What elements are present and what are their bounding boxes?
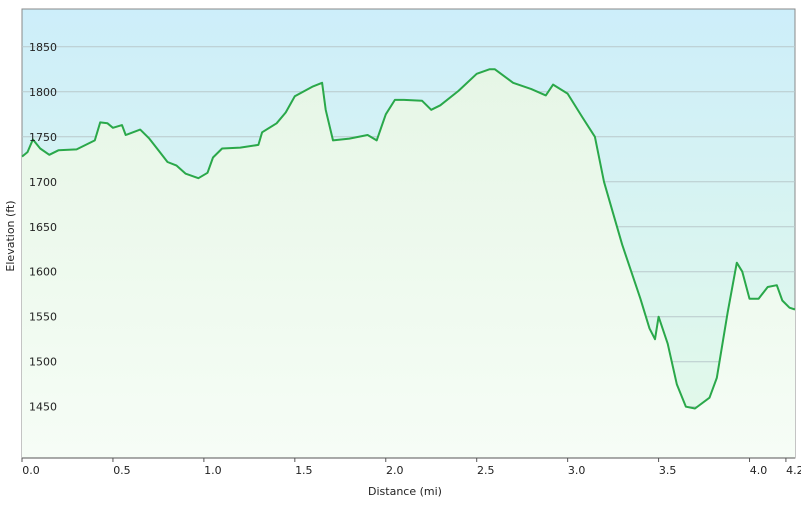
y-tick-label: 1800 [29,86,57,99]
x-tick-label: 4.0 [750,464,768,477]
x-axis-label: Distance (mi) [368,485,442,498]
y-tick-label: 1600 [29,266,57,279]
x-tick-label: 2.0 [386,464,404,477]
x-tick-label: 3.5 [659,464,677,477]
y-tick-label: 1500 [29,356,57,369]
x-tick-label: 0.0 [22,464,40,477]
x-tick-label: 1.0 [204,464,222,477]
x-tick-label: 4.2 [786,464,801,477]
y-axis-label: Elevation (ft) [4,200,17,271]
x-tick-label: 0.5 [113,464,131,477]
y-tick-label: 1750 [29,131,57,144]
x-tick-label: 2.5 [477,464,495,477]
elevation-area [22,69,795,459]
x-tick-label: 3.0 [568,464,586,477]
y-tick-label: 1650 [29,221,57,234]
x-tick-label: 1.5 [295,464,313,477]
y-tick-label: 1450 [29,401,57,414]
y-tick-label: 1700 [29,176,57,189]
y-tick-label: 1850 [29,41,57,54]
elevation-line [21,68,796,410]
y-tick-label: 1550 [29,311,57,324]
